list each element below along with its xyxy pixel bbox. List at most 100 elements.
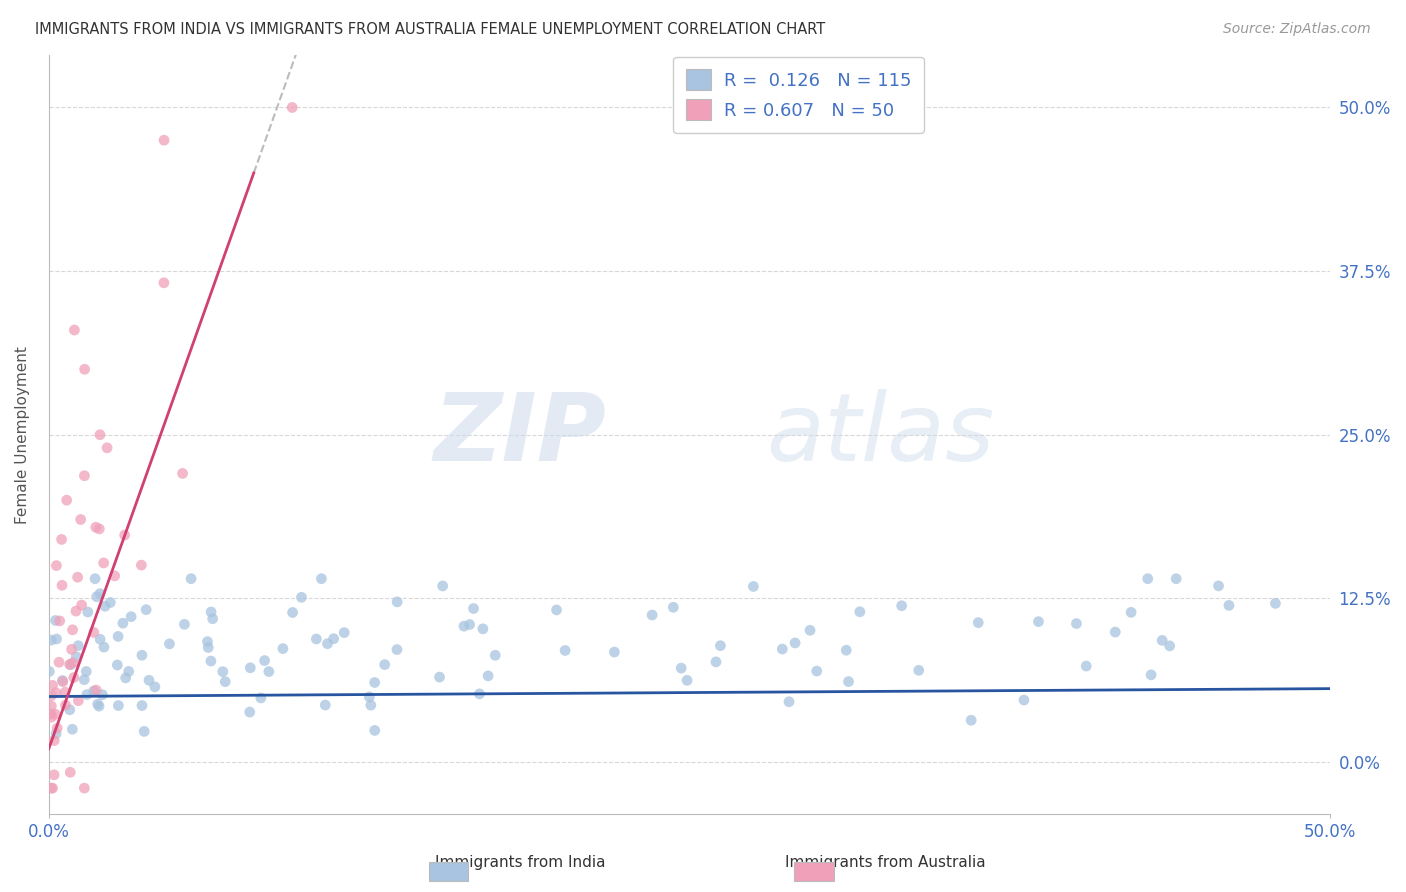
Point bbox=[484, 648, 506, 663]
Point bbox=[42, 768, 65, 782]
Point bbox=[89, 632, 111, 647]
Point bbox=[104, 569, 127, 583]
Point bbox=[45, 727, 67, 741]
Point bbox=[704, 655, 727, 669]
Point bbox=[59, 765, 82, 780]
Point bbox=[1066, 616, 1088, 631]
Point bbox=[197, 634, 219, 648]
Point bbox=[770, 642, 793, 657]
Point bbox=[67, 693, 90, 707]
Point bbox=[44, 733, 66, 747]
Point bbox=[120, 609, 142, 624]
Point bbox=[432, 579, 454, 593]
Point bbox=[60, 642, 83, 657]
Point bbox=[239, 705, 262, 719]
Point bbox=[1028, 615, 1050, 629]
Point bbox=[211, 665, 233, 679]
Point bbox=[669, 661, 692, 675]
Text: atlas: atlas bbox=[766, 389, 994, 480]
Point bbox=[114, 528, 136, 542]
Point bbox=[38, 665, 60, 679]
Point bbox=[131, 558, 153, 573]
Point bbox=[173, 617, 195, 632]
Point bbox=[709, 639, 731, 653]
Point bbox=[1208, 579, 1230, 593]
Point bbox=[200, 605, 222, 619]
Point bbox=[967, 615, 990, 630]
Point bbox=[214, 674, 236, 689]
Point bbox=[838, 674, 860, 689]
Point bbox=[51, 533, 73, 547]
Point bbox=[257, 665, 280, 679]
Point bbox=[281, 606, 304, 620]
Point bbox=[385, 595, 408, 609]
Point bbox=[83, 625, 105, 640]
Point bbox=[93, 556, 115, 570]
Point bbox=[200, 654, 222, 668]
Point bbox=[114, 671, 136, 685]
Point bbox=[60, 723, 83, 737]
Point bbox=[51, 673, 73, 688]
Point bbox=[1140, 668, 1163, 682]
Point bbox=[477, 669, 499, 683]
Point bbox=[73, 673, 96, 687]
Point bbox=[98, 595, 121, 609]
Point bbox=[172, 467, 194, 481]
Point bbox=[91, 688, 114, 702]
Text: Immigrants from Australia: Immigrants from Australia bbox=[786, 855, 986, 870]
Point bbox=[359, 690, 381, 704]
Point bbox=[41, 781, 63, 796]
Point bbox=[76, 688, 98, 702]
Point bbox=[239, 661, 262, 675]
Point bbox=[806, 664, 828, 678]
Point bbox=[39, 781, 62, 796]
Point bbox=[463, 601, 485, 615]
Point bbox=[75, 665, 97, 679]
Point bbox=[62, 623, 84, 637]
Point bbox=[314, 698, 336, 712]
Point bbox=[39, 689, 62, 703]
Point bbox=[67, 639, 90, 653]
Point bbox=[429, 670, 451, 684]
Text: ZIP: ZIP bbox=[433, 389, 606, 481]
Point bbox=[94, 599, 117, 614]
Point bbox=[73, 781, 96, 796]
Point bbox=[76, 605, 98, 619]
Point bbox=[676, 673, 699, 688]
Point bbox=[63, 323, 86, 337]
Text: IMMIGRANTS FROM INDIA VS IMMIGRANTS FROM AUSTRALIA FEMALE UNEMPLOYMENT CORRELATI: IMMIGRANTS FROM INDIA VS IMMIGRANTS FROM… bbox=[35, 22, 825, 37]
Point bbox=[1119, 605, 1142, 619]
Point bbox=[253, 654, 276, 668]
Point bbox=[135, 602, 157, 616]
Point bbox=[41, 710, 63, 724]
Point bbox=[45, 558, 67, 573]
Point bbox=[73, 468, 96, 483]
Point bbox=[93, 640, 115, 654]
Point bbox=[131, 698, 153, 713]
Legend: R =  0.126   N = 115, R = 0.607   N = 50: R = 0.126 N = 115, R = 0.607 N = 50 bbox=[673, 56, 924, 133]
Point bbox=[662, 600, 685, 615]
Point bbox=[70, 598, 93, 612]
Point bbox=[96, 441, 118, 455]
Point bbox=[471, 622, 494, 636]
Point bbox=[84, 520, 107, 534]
Point bbox=[835, 643, 858, 657]
Point bbox=[118, 665, 141, 679]
Point bbox=[89, 522, 111, 536]
Point bbox=[1159, 639, 1181, 653]
Point bbox=[59, 657, 82, 672]
Point bbox=[290, 591, 312, 605]
Point bbox=[51, 578, 73, 592]
Point bbox=[83, 684, 105, 698]
Point bbox=[305, 632, 328, 646]
Point bbox=[322, 632, 344, 646]
Point bbox=[48, 614, 70, 628]
Point bbox=[65, 604, 87, 618]
Point bbox=[603, 645, 626, 659]
Point bbox=[1166, 572, 1188, 586]
Point bbox=[799, 624, 821, 638]
Point bbox=[360, 698, 382, 713]
Point bbox=[333, 625, 356, 640]
Point bbox=[107, 698, 129, 713]
Point bbox=[153, 133, 176, 147]
